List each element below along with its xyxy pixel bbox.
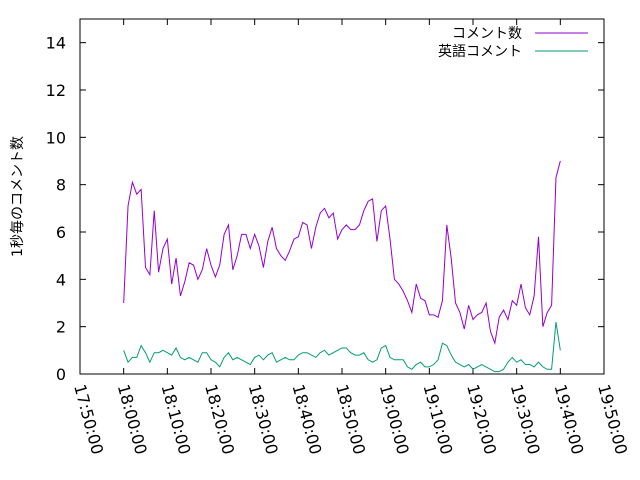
y-tick-label: 6 bbox=[56, 223, 66, 242]
series-line-1 bbox=[123, 160, 561, 346]
x-tick-label: 17:50:00 bbox=[70, 382, 107, 456]
y-axis-label: 1秒毎のコメント数 bbox=[10, 136, 26, 257]
y-tick-label: 12 bbox=[46, 81, 66, 100]
x-tick-label: 18:00:00 bbox=[114, 382, 151, 456]
y-tick-label: 0 bbox=[56, 365, 66, 384]
x-tick-label: 18:10:00 bbox=[157, 382, 194, 456]
y-tick-label: 4 bbox=[56, 270, 66, 289]
y-tick-label: 2 bbox=[56, 318, 66, 337]
x-tick-label: 18:40:00 bbox=[288, 382, 325, 456]
x-tick-label: 19:40:00 bbox=[550, 382, 587, 456]
x-tick-label: 18:30:00 bbox=[245, 382, 282, 456]
x-axis-ticks: 17:50:00 18:00:00 18:10:00 18:20:00 18:30:00… bbox=[70, 19, 631, 456]
x-tick-label: 19:20:00 bbox=[463, 382, 500, 456]
y-axis-ticks: 0 2 4 6 8 10 12 14 bbox=[46, 34, 604, 384]
series-line-2 bbox=[123, 321, 561, 373]
x-tick-label: 19:50:00 bbox=[594, 382, 631, 456]
plot-frame bbox=[79, 18, 605, 375]
y-tick-label: 8 bbox=[56, 176, 66, 195]
series-layer bbox=[123, 160, 561, 373]
x-tick-label: 18:50:00 bbox=[332, 382, 369, 456]
legend-label-1: コメント数 bbox=[452, 26, 522, 42]
y-tick-label: 10 bbox=[46, 128, 66, 147]
x-tick-label: 19:10:00 bbox=[419, 382, 456, 456]
x-tick-label: 19:00:00 bbox=[376, 382, 413, 456]
x-tick-label: 18:20:00 bbox=[201, 382, 238, 456]
legend-label-2: 英語コメント bbox=[438, 43, 522, 60]
x-tick-label: 19:30:00 bbox=[507, 382, 544, 456]
y-tick-label: 14 bbox=[46, 34, 66, 53]
